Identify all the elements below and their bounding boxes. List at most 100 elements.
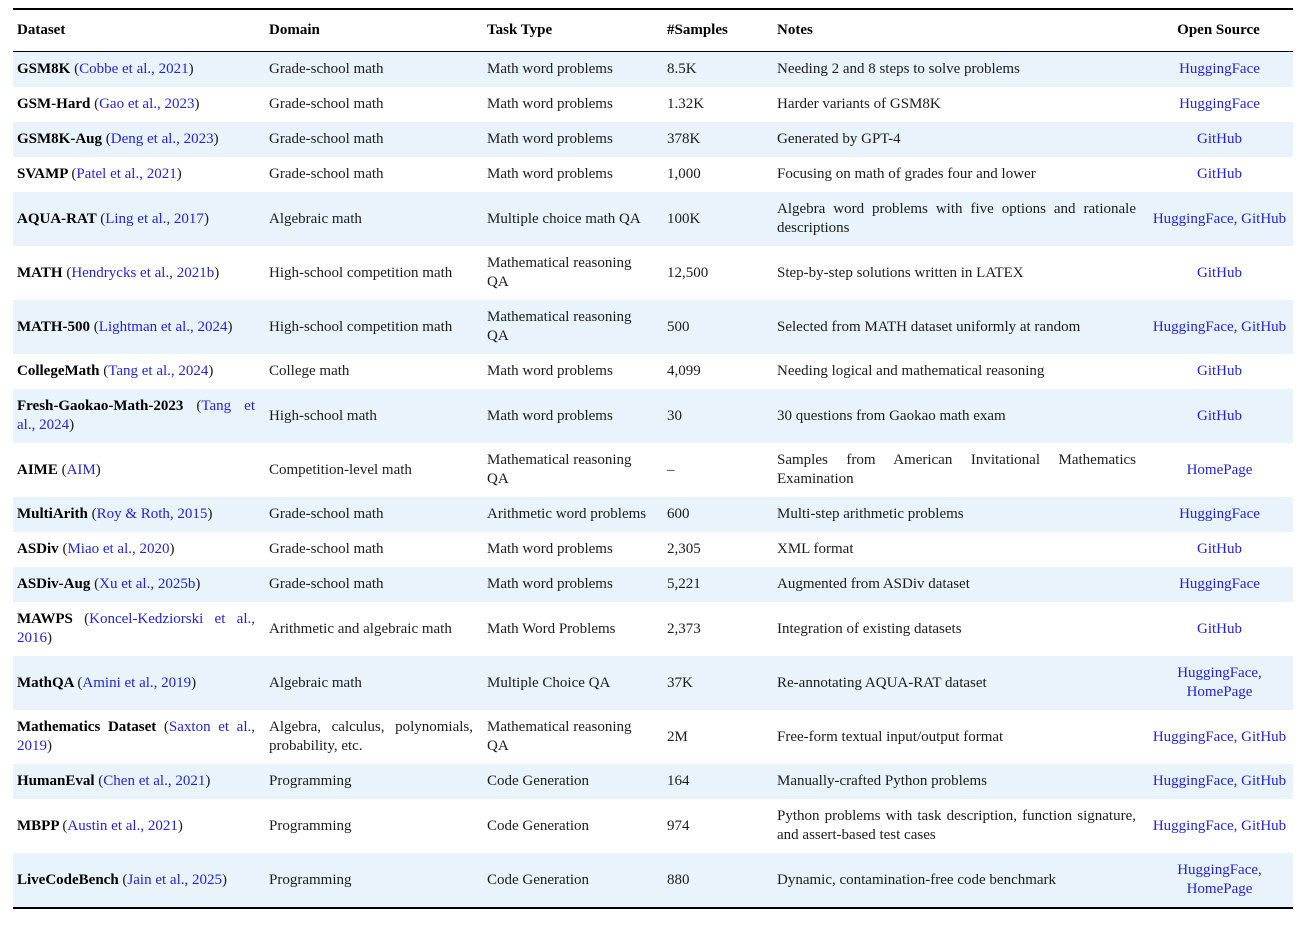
huggingface-link[interactable]: HuggingFace, bbox=[1152, 728, 1238, 745]
huggingface-link[interactable]: HuggingFace, bbox=[1152, 773, 1238, 789]
citation-open-paren: ( bbox=[196, 398, 202, 414]
citation-link[interactable]: Tang et al., 2024 bbox=[17, 398, 255, 433]
domain-cell: College math bbox=[269, 363, 350, 379]
github-link[interactable]: GitHub bbox=[1197, 407, 1242, 424]
github-link[interactable]: GitHub bbox=[1241, 817, 1287, 834]
task-type-cell: Code Generation bbox=[487, 773, 590, 789]
notes-cell: Needing 2 and 8 steps to solve problems bbox=[777, 61, 1020, 77]
dataset-name: MAWPS bbox=[17, 611, 85, 627]
citation-open-paren: ( bbox=[100, 210, 106, 227]
dataset-cell: HumanEval (Chen et al., 2021) bbox=[13, 764, 265, 799]
github-link[interactable]: GitHub bbox=[1241, 210, 1287, 227]
huggingface-link[interactable]: HuggingFace, bbox=[1152, 210, 1238, 227]
citation-link[interactable]: Ling et al., 2017 bbox=[105, 210, 204, 227]
table-row: GSM8K (Cobbe et al., 2021) Grade-school … bbox=[13, 51, 1293, 88]
citation-link[interactable]: Tang et al., 2024 bbox=[108, 363, 209, 379]
samples-cell: 2,305 bbox=[667, 541, 701, 557]
github-link[interactable]: GitHub bbox=[1241, 318, 1287, 335]
citation-link[interactable]: Roy & Roth, 2015 bbox=[96, 506, 208, 522]
citation-link[interactable]: Xu et al., 2025b bbox=[99, 576, 196, 592]
dataset-name: HumanEval bbox=[17, 773, 99, 789]
huggingface-link[interactable]: HuggingFace bbox=[1179, 576, 1260, 592]
dataset-name: MATH bbox=[17, 264, 67, 281]
github-link[interactable]: GitHub bbox=[1197, 541, 1242, 557]
samples-cell: 164 bbox=[667, 773, 690, 789]
task-type-cell: Mathematical reasoning QA bbox=[487, 255, 632, 290]
notes-cell: Free-form textual input/output format bbox=[777, 728, 1004, 745]
citation-close-paren: ) bbox=[69, 417, 75, 433]
citation-link[interactable]: Miao et al., 2020 bbox=[67, 541, 170, 557]
open-source-cell: GitHub bbox=[1146, 122, 1293, 157]
citation-link[interactable]: Chen et al., 2021 bbox=[103, 773, 206, 789]
dataset-cell: CollegeMath (Tang et al., 2024) bbox=[13, 354, 265, 389]
citation-close-paren: ) bbox=[208, 363, 214, 379]
table-row: ASDiv (Miao et al., 2020) Grade-school m… bbox=[13, 532, 1293, 567]
huggingface-link[interactable]: HuggingFace bbox=[1179, 61, 1260, 77]
table-body: GSM8K (Cobbe et al., 2021) Grade-school … bbox=[13, 51, 1293, 908]
citation-link[interactable]: Koncel-Kedziorski et al., 2016 bbox=[17, 611, 255, 646]
citation-close-paren: ) bbox=[176, 166, 182, 182]
citation-link[interactable]: Deng et al., 2023 bbox=[110, 131, 214, 147]
huggingface-link[interactable]: HuggingFace bbox=[1179, 96, 1260, 112]
dataset-cell: MBPP (Austin et al., 2021) bbox=[13, 799, 265, 853]
open-source-cell: HuggingFace bbox=[1146, 52, 1293, 88]
open-source-cell: HuggingFace, GitHub bbox=[1146, 710, 1293, 764]
table-row: ASDiv-Aug (Xu et al., 2025b) Grade-schoo… bbox=[13, 567, 1293, 602]
huggingface-link[interactable]: HuggingFace, bbox=[1152, 817, 1238, 834]
github-link[interactable]: GitHub bbox=[1241, 728, 1287, 745]
samples-cell: 600 bbox=[667, 506, 690, 522]
dataset-name: SVAMP bbox=[17, 166, 72, 182]
citation-link[interactable]: Jain et al., 2025 bbox=[127, 871, 222, 888]
github-link[interactable]: GitHub bbox=[1241, 773, 1287, 789]
domain-cell: High-school math bbox=[269, 407, 377, 424]
homepage-link[interactable]: HomePage bbox=[1186, 684, 1253, 700]
citation-link[interactable]: Lightman et al., 2024 bbox=[98, 318, 228, 335]
domain-cell: Programming bbox=[269, 871, 352, 888]
github-link[interactable]: GitHub bbox=[1197, 131, 1242, 147]
citation-open-paren: ( bbox=[93, 318, 99, 335]
open-source-cell: HuggingFace bbox=[1146, 497, 1293, 532]
notes-cell: Harder variants of GSM8K bbox=[777, 96, 941, 112]
github-link[interactable]: GitHub bbox=[1197, 166, 1242, 182]
huggingface-link[interactable]: HuggingFace, bbox=[1177, 862, 1262, 878]
table-row: HumanEval (Chen et al., 2021) Programmin… bbox=[13, 764, 1293, 799]
dataset-cell: MATH-500 (Lightman et al., 2024) bbox=[13, 300, 265, 354]
dataset-cell: LiveCodeBench (Jain et al., 2025) bbox=[13, 853, 265, 908]
samples-cell: 30 bbox=[667, 407, 682, 424]
dataset-cell: MathQA (Amini et al., 2019) bbox=[13, 656, 265, 710]
open-source-cell: GitHub bbox=[1146, 246, 1293, 300]
citation-link[interactable]: Saxton et al., 2019 bbox=[17, 719, 255, 754]
github-link[interactable]: GitHub bbox=[1197, 363, 1242, 379]
homepage-link[interactable]: HomePage bbox=[1186, 881, 1253, 897]
domain-cell: Programming bbox=[269, 773, 352, 789]
citation-close-paren: ) bbox=[194, 96, 200, 112]
column-header-dataset: Dataset bbox=[13, 9, 265, 52]
citation-close-paren: ) bbox=[177, 817, 183, 834]
huggingface-link[interactable]: HuggingFace bbox=[1179, 506, 1260, 522]
huggingface-link[interactable]: HuggingFace, bbox=[1177, 665, 1262, 681]
citation-link[interactable]: Hendrycks et al., 2021b bbox=[71, 264, 215, 281]
dataset-cell: SVAMP (Patel et al., 2021) bbox=[13, 157, 265, 192]
huggingface-link[interactable]: HuggingFace, bbox=[1152, 318, 1238, 335]
citation-link[interactable]: Patel et al., 2021 bbox=[76, 166, 177, 182]
dataset-cell: GSM8K-Aug (Deng et al., 2023) bbox=[13, 122, 265, 157]
dataset-cell: Fresh-Gaokao-Math-2023 (Tang et al., 202… bbox=[13, 389, 265, 443]
citation-link[interactable]: Amini et al., 2019 bbox=[82, 674, 192, 691]
github-link[interactable]: GitHub bbox=[1197, 620, 1242, 637]
table-row: MATH (Hendrycks et al., 2021b) High-scho… bbox=[13, 246, 1293, 300]
dataset-cell: MAWPS (Koncel-Kedziorski et al., 2016) bbox=[13, 602, 265, 656]
notes-cell: Re-annotating AQUA-RAT dataset bbox=[777, 674, 987, 691]
dataset-cell: GSM8K (Cobbe et al., 2021) bbox=[13, 52, 265, 88]
citation-link[interactable]: Austin et al., 2021 bbox=[67, 817, 178, 834]
citation-link[interactable]: AIM bbox=[66, 461, 96, 478]
task-type-cell: Math word problems bbox=[487, 61, 613, 77]
citation-link[interactable]: Cobbe et al., 2021 bbox=[79, 61, 189, 77]
citation-link[interactable]: Gao et al., 2023 bbox=[99, 96, 195, 112]
notes-cell: Step-by-step solutions written in LATEX bbox=[777, 264, 1024, 281]
open-source-cell: HuggingFace, GitHub bbox=[1146, 300, 1293, 354]
domain-cell: Grade-school math bbox=[269, 131, 384, 147]
homepage-link[interactable]: HomePage bbox=[1186, 461, 1253, 478]
github-link[interactable]: GitHub bbox=[1197, 264, 1242, 281]
domain-cell: Grade-school math bbox=[269, 506, 384, 522]
column-header-samples: #Samples bbox=[663, 9, 773, 52]
